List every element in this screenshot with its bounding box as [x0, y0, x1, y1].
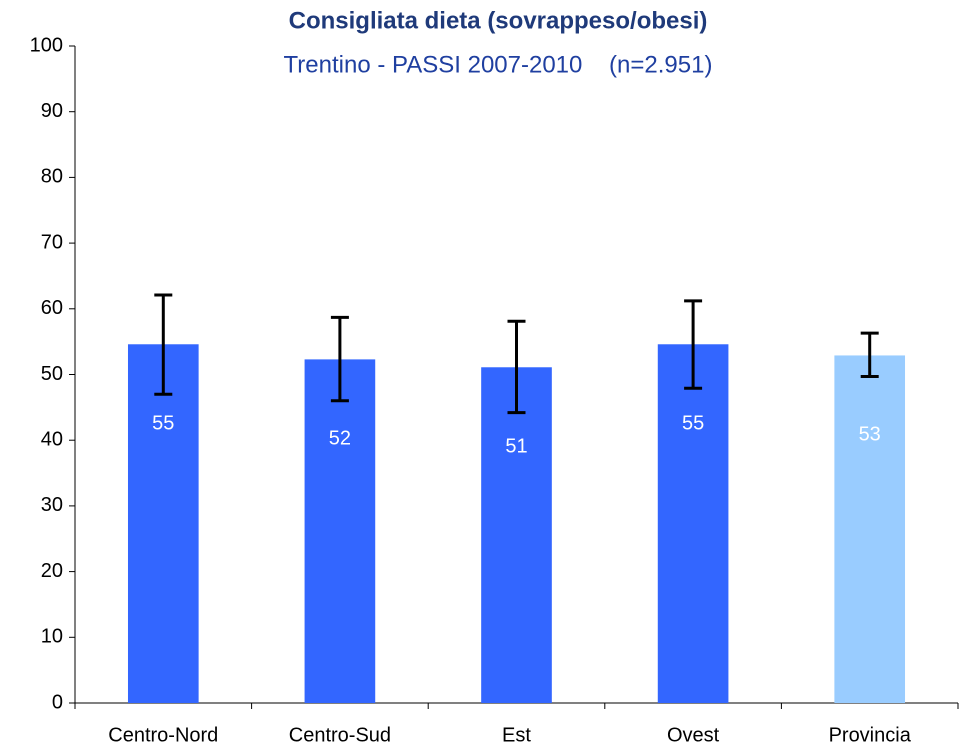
y-tick-label: 100 [30, 34, 63, 56]
y-tick-label: 30 [41, 494, 63, 516]
y-tick-label: 40 [41, 428, 63, 450]
y-tick-label: 20 [41, 560, 63, 582]
x-tick-label: Centro-Sud [289, 724, 391, 746]
x-tick-label: Provincia [829, 724, 912, 746]
y-tick-label: 70 [41, 231, 63, 253]
chart-subtitle: Trentino - PASSI 2007-2010 (n=2.951) [284, 51, 713, 78]
value-label: 52 [329, 428, 351, 450]
value-label: 51 [505, 436, 527, 458]
y-tick-label: 50 [41, 363, 63, 385]
bar [127, 344, 199, 703]
x-tick-label: Centro-Nord [108, 724, 218, 746]
y-tick-label: 0 [52, 691, 63, 713]
y-tick-label: 80 [41, 166, 63, 188]
value-label: 55 [682, 413, 704, 435]
bar [657, 344, 729, 703]
bar [481, 367, 552, 703]
y-tick-label: 60 [41, 297, 63, 319]
value-label: 55 [152, 413, 174, 435]
y-tick-label: 90 [41, 100, 63, 122]
bar [304, 359, 376, 703]
bar [834, 355, 906, 703]
chart-title: Consigliata dieta (sovrappeso/obesi) [289, 7, 708, 34]
x-tick-label: Ovest [667, 724, 720, 746]
x-tick-label: Est [502, 724, 531, 746]
y-tick-label: 10 [41, 626, 63, 648]
value-label: 53 [859, 424, 881, 446]
